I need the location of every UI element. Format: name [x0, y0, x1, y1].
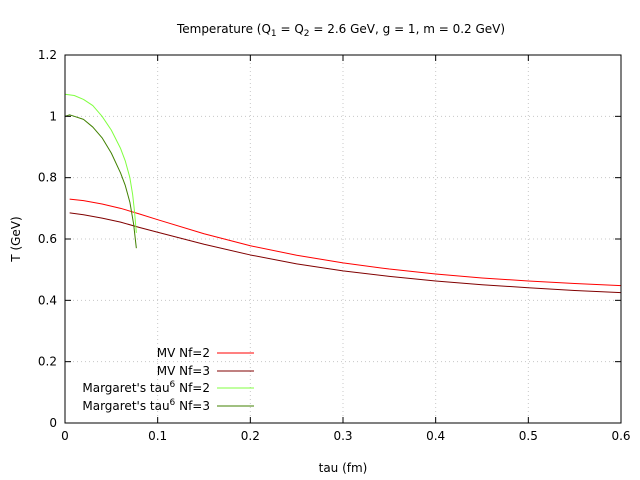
legend-label-mv-nf2: MV Nf=2	[157, 346, 210, 360]
chart-title-sub-1: 1	[271, 29, 277, 39]
legend-label-margaret-nf3: Margaret's tau6 Nf=3	[82, 398, 210, 413]
chart-title-text-2: = Q	[277, 22, 304, 36]
x-tick-label: 0.4	[426, 429, 445, 443]
legend-label-margaret-nf2-sup: 6	[170, 380, 176, 390]
legend-label-margaret-nf3-text: Margaret's tau	[82, 399, 169, 413]
series-line-margaret-nf3	[64, 114, 137, 249]
x-tick-label: 0.6	[611, 429, 630, 443]
y-tick-label: 0.6	[38, 232, 57, 246]
legend-label-margaret-nf3-sup: 6	[170, 398, 176, 408]
legend-label-margaret-nf3-tail: Nf=3	[175, 399, 210, 413]
series-line-margaret-nf2	[64, 93, 137, 233]
legend-label-mv-nf3: MV Nf=3	[157, 364, 210, 378]
y-tick-label: 0.4	[38, 293, 57, 307]
series-line-mv-nf2	[69, 198, 622, 287]
legend-label-margaret-nf2-tail: Nf=2	[175, 381, 210, 395]
chart-title-text-3: = 2.6 GeV, g = 1, m = 0.2 GeV)	[310, 22, 506, 36]
ticks	[64, 54, 622, 424]
y-tick-label: 0	[49, 416, 57, 430]
chart-title-text-1: Temperature (Q	[176, 22, 271, 36]
y-tick-label: 0.2	[38, 355, 57, 369]
legend: MV Nf=2 MV Nf=3 Margaret's tau6 Nf=2 Mar…	[82, 346, 254, 413]
grid	[65, 55, 621, 423]
legend-label-margaret-nf2: Margaret's tau6 Nf=2	[82, 380, 210, 395]
series-group	[64, 93, 622, 294]
x-tick-label: 0.2	[241, 429, 260, 443]
y-tick-label: 1.2	[38, 48, 57, 62]
y-tick-label: 0.8	[38, 171, 57, 185]
x-axis-label: tau (fm)	[319, 461, 368, 475]
tick-labels: 0 0.1 0.2 0.3 0.4 0.5 0.6 0 0.2 0.4 0.6 0.8 1 1.2	[38, 48, 631, 443]
x-tick-label: 0.5	[519, 429, 538, 443]
x-tick-label: 0.1	[148, 429, 167, 443]
y-tick-label: 1	[49, 109, 57, 123]
x-tick-label: 0.3	[333, 429, 352, 443]
chart-title: Temperature (Q1 = Q2 = 2.6 GeV, g = 1, m…	[176, 22, 505, 39]
legend-label-margaret-nf2-text: Margaret's tau	[82, 381, 169, 395]
chart-title-sub-2: 2	[304, 29, 310, 39]
x-tick-label: 0	[61, 429, 69, 443]
y-axis-label: T (GeV)	[9, 216, 23, 262]
series-line-mv-nf3	[69, 212, 622, 294]
